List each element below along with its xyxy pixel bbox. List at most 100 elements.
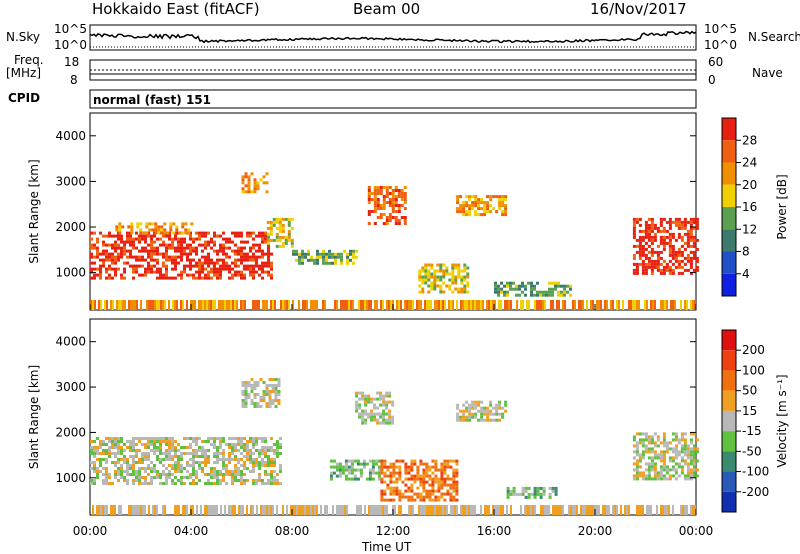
- power-cell: [346, 261, 349, 265]
- power-cell: [521, 281, 524, 285]
- power-cell: [278, 223, 282, 227]
- power-cell: [195, 261, 198, 265]
- velocity-band-cell: [384, 505, 386, 515]
- velocity-cell: [380, 489, 384, 493]
- velocity-band-cell: [426, 505, 428, 515]
- velocity-cell: [267, 479, 270, 482]
- power-band-cell: [342, 299, 344, 310]
- velocity-cell: [659, 441, 663, 445]
- power-cell: [668, 235, 672, 239]
- power-cell: [692, 220, 696, 224]
- power-band-cell: [504, 299, 506, 310]
- velocity-cell: [379, 421, 383, 425]
- power-cell: [249, 270, 252, 274]
- power-cell: [159, 276, 162, 280]
- power-cell: [130, 228, 134, 232]
- power-cell: [99, 270, 102, 274]
- power-cell: [150, 252, 153, 256]
- power-cell: [456, 210, 460, 214]
- power-cell: [258, 231, 261, 235]
- velocity-cell: [123, 470, 126, 473]
- power-cell: [632, 220, 636, 224]
- velocity-cell: [129, 446, 132, 449]
- power-cell: [234, 249, 237, 253]
- power-cell: [527, 281, 530, 285]
- power-cell: [677, 265, 681, 269]
- power-cell: [96, 249, 99, 253]
- velocity-band-cell: [574, 505, 576, 515]
- velocity-cell: [329, 459, 333, 463]
- velocity-cell: [132, 470, 135, 473]
- velocity-cell: [686, 471, 690, 475]
- velocity-cell: [219, 482, 222, 485]
- velocity-cell: [483, 412, 487, 416]
- power-cell: [160, 225, 164, 229]
- velocity-cell: [446, 492, 450, 496]
- nsky-trace: [89, 30, 697, 48]
- power-cell: [686, 259, 690, 263]
- power-cell: [183, 237, 186, 241]
- power-cell: [683, 217, 687, 221]
- velocity-cell: [377, 471, 381, 475]
- velocity-cell: [189, 443, 192, 446]
- power-cell: [439, 287, 443, 291]
- x-tick-label: 20:00: [578, 524, 613, 538]
- power-cell: [255, 255, 258, 259]
- power-cell: [278, 229, 282, 233]
- power-cell: [394, 195, 398, 198]
- velocity-band-cell: [572, 505, 574, 515]
- power-cell: [391, 192, 395, 195]
- velocity-cell: [240, 443, 243, 446]
- velocity-cell: [252, 452, 255, 455]
- velocity-cell: [495, 409, 499, 413]
- velocity-cell: [138, 437, 141, 440]
- velocity-cell: [632, 435, 636, 439]
- velocity-cell: [383, 465, 387, 469]
- velocity-band-cell: [282, 505, 284, 515]
- velocity-band-cell: [626, 505, 628, 515]
- velocity-cell: [677, 453, 681, 457]
- power-cell: [373, 198, 377, 201]
- power-cell: [635, 244, 639, 248]
- velocity-band-cell: [556, 505, 558, 515]
- power-cell: [322, 255, 325, 259]
- velocity-cell: [413, 480, 417, 484]
- velocity-band-cell: [360, 505, 362, 515]
- power-cell: [641, 265, 645, 269]
- velocity-cell: [344, 468, 348, 472]
- velocity-cell: [533, 495, 537, 499]
- velocity-cell: [135, 476, 138, 479]
- velocity-cell: [244, 384, 248, 387]
- power-band-cell: [362, 299, 364, 310]
- power-band-cell: [282, 299, 284, 310]
- velocity-cell: [382, 397, 386, 401]
- velocity-band-cell: [110, 505, 112, 515]
- velocity-cell: [671, 468, 675, 472]
- power-cell: [501, 201, 505, 205]
- nsearch-tick-bottom: 10^0: [704, 38, 737, 52]
- velocity-cell: [117, 440, 120, 443]
- velocity-cell: [207, 479, 210, 482]
- power-cell: [653, 223, 657, 227]
- velocity-cell: [189, 452, 192, 455]
- power-cell: [680, 226, 684, 230]
- velocity-cell: [459, 418, 463, 422]
- velocity-cell: [431, 489, 435, 493]
- power-cell: [403, 222, 407, 225]
- velocity-band-cell: [200, 505, 202, 515]
- power-cell: [457, 275, 461, 279]
- velocity-cell: [255, 482, 258, 485]
- velocity-cell: [216, 482, 219, 485]
- power-cell: [144, 273, 147, 277]
- velocity-cell: [231, 473, 234, 476]
- velocity-band-cell: [560, 505, 562, 515]
- velocity-cell: [440, 462, 444, 466]
- velocity-cell: [216, 452, 219, 455]
- velocity-cell: [371, 462, 375, 466]
- velocity-cell: [162, 437, 165, 440]
- power-cell: [172, 231, 176, 235]
- velocity-cell: [174, 455, 177, 458]
- power-cell: [287, 223, 291, 227]
- velocity-cell: [662, 444, 666, 448]
